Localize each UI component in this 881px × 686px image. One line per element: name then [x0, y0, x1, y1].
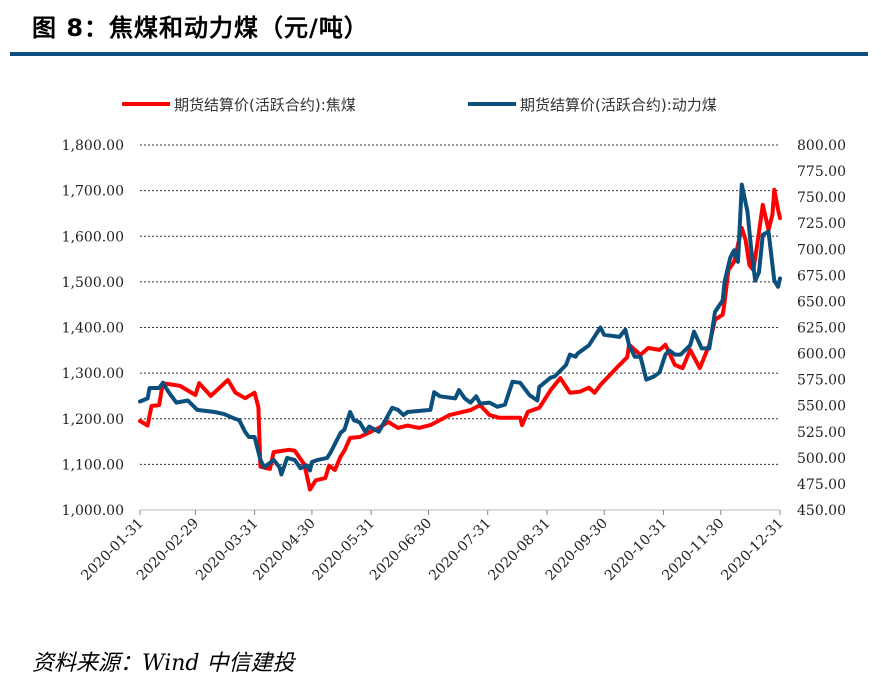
right-tick-label: 475.00 — [797, 477, 846, 493]
right-tick-label: 750.00 — [797, 190, 846, 206]
left-axis-ticks: 1,000.00 1,100.00 1,200.00 1,300.00 1,400.00… — [62, 138, 124, 519]
right-tick-label: 600.00 — [797, 347, 846, 363]
right-tick-label: 700.00 — [797, 242, 846, 258]
right-tick-label: 800.00 — [797, 138, 846, 154]
x-tick-label: 2020-12-31 — [718, 516, 786, 584]
right-tick-label: 675.00 — [797, 268, 846, 284]
right-tick-label: 525.00 — [797, 425, 846, 441]
right-tick-label: 725.00 — [797, 216, 846, 232]
left-tick-label: 1,300.00 — [62, 366, 124, 382]
right-tick-label: 500.00 — [797, 451, 846, 467]
legend: 期货结算价(活跃合约):焦煤 期货结算价(活跃合约):动力煤 — [122, 96, 717, 114]
left-tick-label: 1,800.00 — [62, 138, 124, 154]
left-tick-label: 1,100.00 — [62, 457, 124, 473]
right-tick-label: 625.00 — [797, 321, 846, 337]
right-tick-label: 550.00 — [797, 399, 846, 415]
left-tick-label: 1,200.00 — [62, 412, 124, 428]
line-chart: 期货结算价(活跃合约):焦煤 期货结算价(活跃合约):动力煤 1,000.001… — [62, 96, 846, 584]
legend-label-thermal-coal: 期货结算价(活跃合约):动力煤 — [520, 96, 717, 114]
right-tick-label: 575.00 — [797, 373, 846, 389]
left-tick-label: 1,600.00 — [62, 229, 124, 245]
x-tick-label: 2020-04-30 — [250, 516, 318, 584]
series-line-coking-coal — [138, 187, 782, 492]
gridlines — [140, 144, 780, 511]
figure-title: 图 8：焦煤和动力煤（元/吨） — [32, 14, 369, 42]
legend-label-coking-coal: 期货结算价(活跃合约):焦煤 — [174, 96, 356, 114]
title-divider — [10, 52, 868, 56]
x-tick-label: 2020-09-30 — [543, 516, 611, 584]
series-line-thermal-coal — [138, 182, 782, 477]
right-tick-label: 775.00 — [797, 164, 846, 180]
x-tick-label: 2020-11-30 — [659, 516, 727, 584]
right-tick-label: 450.00 — [797, 503, 846, 519]
left-tick-label: 1,000.00 — [62, 503, 124, 519]
x-axis-ticks: 2020-01-312020-02-292020-03-312020-04-30… — [78, 510, 787, 584]
left-tick-label: 1,400.00 — [62, 321, 124, 337]
right-axis-ticks: 450.00 475.00 500.00 525.00 550.00 575.00 600.… — [797, 138, 846, 519]
x-tick-label: 2020-07-31 — [426, 516, 494, 584]
series-lines — [138, 182, 782, 492]
source-note: 资料来源：Wind 中信建投 — [32, 651, 295, 676]
left-tick-label: 1,700.00 — [62, 184, 124, 200]
right-tick-label: 650.00 — [797, 294, 846, 310]
x-tick-label: 2020-06-30 — [367, 516, 435, 584]
left-tick-label: 1,500.00 — [62, 275, 124, 291]
